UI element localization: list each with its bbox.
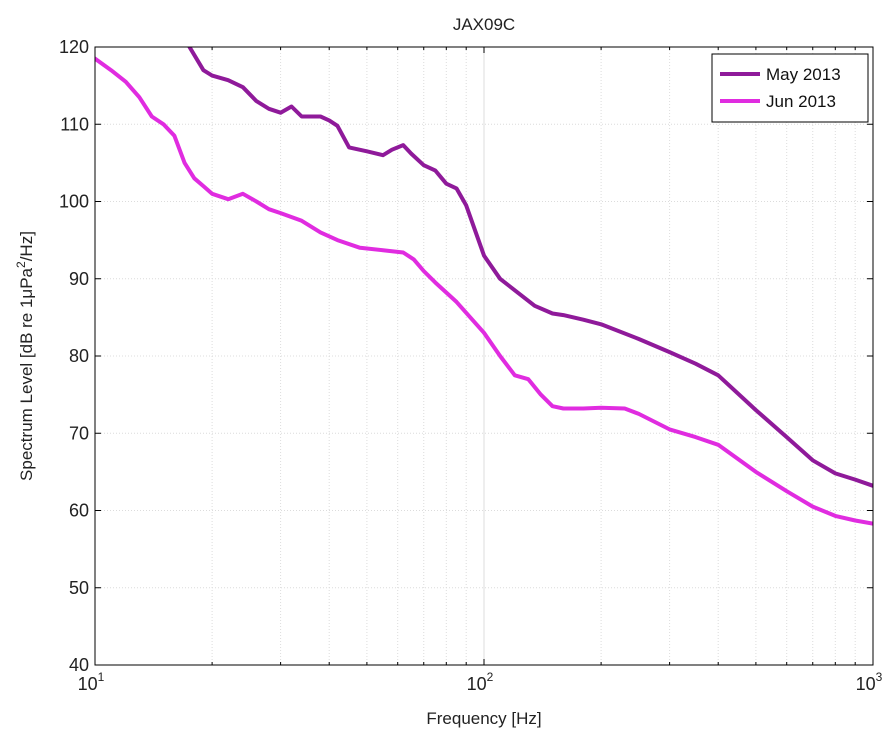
y-tick-label: 120 (59, 37, 89, 57)
legend-box (711, 53, 869, 123)
series-line-2 (95, 56, 873, 526)
y-tick-label: 50 (69, 578, 89, 598)
y-tick-label: 60 (69, 501, 89, 521)
series-line-1 (187, 47, 873, 488)
legend-label: May 2013 (766, 65, 841, 84)
chart-title: JAX09C (453, 15, 515, 34)
x-tick-labels: 101 102 103 (78, 47, 883, 694)
y-tick-label: 80 (69, 346, 89, 366)
x-tick-label: 103 (856, 670, 883, 694)
x-axis-title: Frequency [Hz] (426, 709, 541, 728)
y-axis-title: Spectrum Level [dB re 1μPa2/Hz] (14, 231, 36, 481)
series-lines (95, 47, 873, 526)
x-tick-label: 101 (78, 670, 105, 694)
y-axis-title-pa: Pa (17, 267, 36, 288)
legend-label: Jun 2013 (766, 92, 836, 111)
legend: May 2013 Jun 2013 (711, 53, 869, 123)
y-tick-label: 40 (69, 655, 89, 675)
y-tick-label: 100 (59, 192, 89, 212)
y-tick-label: 90 (69, 269, 89, 289)
y-axis-title-part2: /Hz] (17, 231, 36, 261)
y-axis-title-mu: μ (17, 289, 36, 299)
y-axis-title-sup: 2 (14, 261, 28, 268)
y-tick-labels: 40 50 60 70 80 90 100 110 120 (59, 37, 873, 675)
y-axis-title-part1: Spectrum Level [dB re 1 (17, 299, 36, 481)
y-tick-label: 70 (69, 423, 89, 443)
y-tick-label: 110 (60, 114, 89, 134)
x-tick-label: 102 (467, 670, 494, 694)
